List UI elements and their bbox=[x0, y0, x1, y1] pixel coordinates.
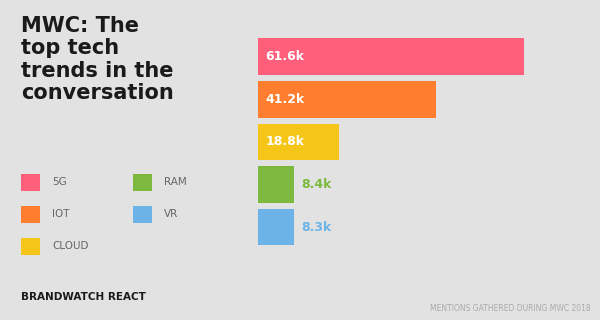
Bar bbox=[22, 237, 40, 255]
Text: RAM: RAM bbox=[164, 177, 186, 187]
Text: MENTIONS GATHERED DURING MWC 2018: MENTIONS GATHERED DURING MWC 2018 bbox=[430, 304, 591, 313]
Bar bbox=[133, 173, 152, 191]
Text: 5G: 5G bbox=[52, 177, 67, 187]
Text: MWC: The
top tech
trends in the
conversation: MWC: The top tech trends in the conversa… bbox=[22, 16, 174, 103]
Bar bbox=[22, 173, 40, 191]
Text: 8.4k: 8.4k bbox=[301, 178, 332, 191]
Text: 8.3k: 8.3k bbox=[301, 220, 331, 234]
Text: BRANDWATCH REACT: BRANDWATCH REACT bbox=[22, 292, 146, 302]
Text: IOT: IOT bbox=[52, 209, 70, 219]
Text: VR: VR bbox=[164, 209, 178, 219]
Text: 41.2k: 41.2k bbox=[265, 93, 304, 106]
Text: 18.8k: 18.8k bbox=[265, 135, 304, 148]
Text: CLOUD: CLOUD bbox=[52, 241, 89, 251]
Text: 61.6k: 61.6k bbox=[265, 50, 304, 63]
Bar bbox=[22, 206, 40, 223]
Bar bbox=[133, 206, 152, 223]
